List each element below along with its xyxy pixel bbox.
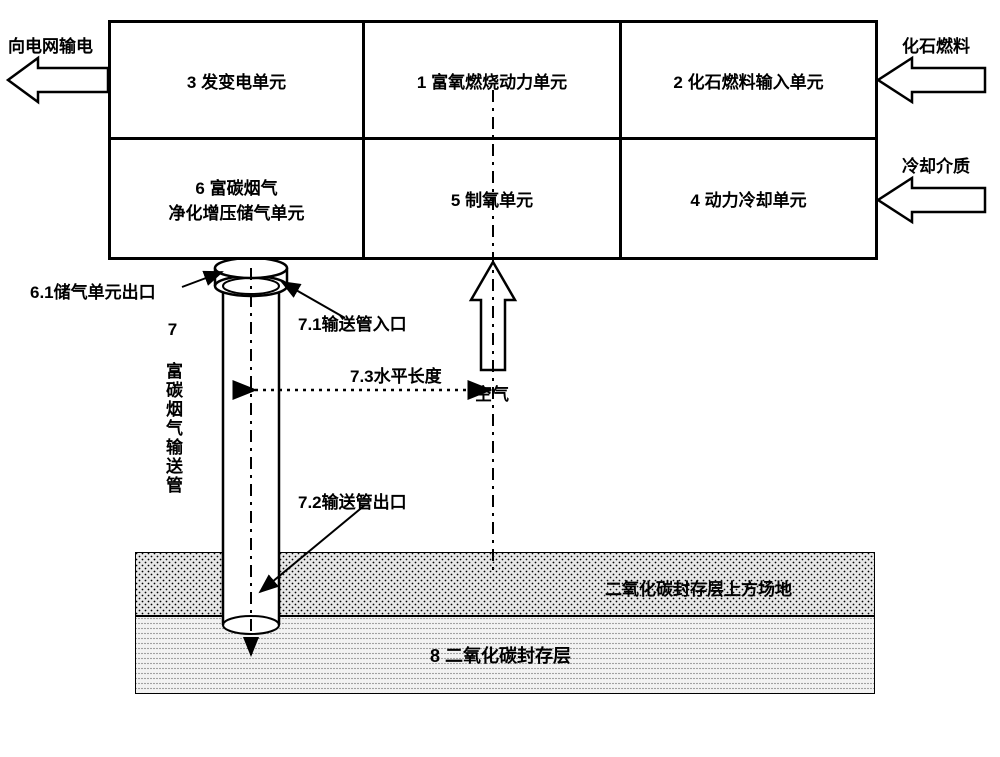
cell-6-label-a: 6 富碳烟气 [195, 174, 277, 199]
cell-2-label: 2 化石燃料输入单元 [673, 68, 823, 93]
label-cooling: 冷却介质 [902, 152, 970, 177]
lead-storage-outlet [182, 272, 222, 287]
label-stratum-lower: 8 二氧化碳封存层 [430, 642, 571, 668]
cell-3-label: 3 发变电单元 [187, 68, 286, 93]
label-air: 空气 [475, 380, 509, 405]
cell-2: 2 化石燃料输入单元 [619, 20, 878, 140]
diagram-canvas: 3 发变电单元 1 富氧燃烧动力单元 2 化石燃料输入单元 6 富碳烟气 净化增… [0, 0, 1000, 757]
cell-1: 1 富氧燃烧动力单元 [362, 20, 622, 140]
cell-5: 5 制氧单元 [362, 137, 622, 260]
label-fuel: 化石燃料 [902, 32, 970, 57]
label-storage-outlet: 6.1储气单元出口 [30, 278, 156, 303]
cell-4: 4 动力冷却单元 [619, 137, 878, 260]
cell-6: 6 富碳烟气 净化增压储气单元 [108, 137, 365, 260]
label-horiz-len: 7.3水平长度 [350, 362, 442, 387]
arrow-grid-out [8, 58, 108, 102]
cell-1-label: 1 富氧燃烧动力单元 [417, 68, 567, 93]
label-stratum-upper: 二氧化碳封存层上方场地 [605, 575, 792, 600]
label-grid-out: 向电网输电 [8, 32, 93, 57]
label-pipe-outlet: 7.2输送管出口 [298, 488, 407, 513]
label-pipe-vertical: 7 富碳烟气输送管 [160, 320, 185, 560]
cell-3: 3 发变电单元 [108, 20, 365, 140]
cell-4-label: 4 动力冷却单元 [690, 186, 806, 211]
arrow-air-up [471, 262, 515, 370]
arrow-cool-in [878, 178, 985, 222]
cell-6-label-b: 净化增压储气单元 [169, 199, 305, 224]
label-pipe-inlet: 7.1输送管入口 [298, 310, 407, 335]
arrow-fuel-in [878, 58, 985, 102]
cell-5-label: 5 制氧单元 [451, 186, 533, 211]
